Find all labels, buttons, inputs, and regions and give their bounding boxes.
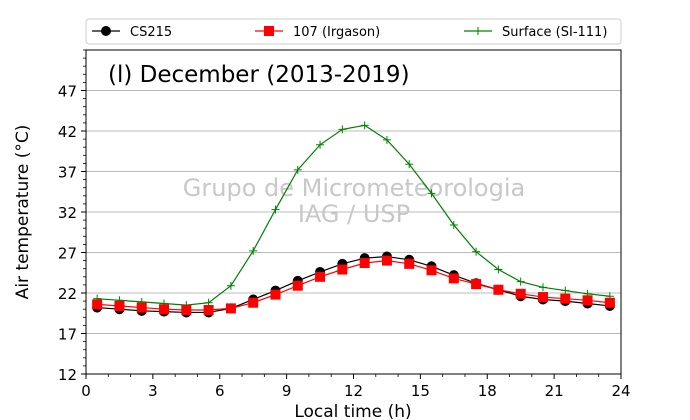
- y-tick-label-42: 42: [58, 123, 77, 141]
- axis-ticks: 12 17 22 27 32 37 42 47 0 3 6 9 12 15 18 21 24: [58, 49, 631, 400]
- point-surface-si-111-19: [516, 277, 525, 286]
- point-107-irgason-19: [515, 288, 526, 299]
- y-tick-label-22: 22: [58, 285, 77, 303]
- point-surface-si-111-16: [449, 220, 458, 229]
- x-tick-label-9: 9: [282, 382, 292, 400]
- point-107-irgason-5: [203, 305, 214, 316]
- legend-marker-cs215: [101, 26, 111, 36]
- point-107-irgason-11: [337, 264, 348, 275]
- grid-lines: [86, 90, 621, 334]
- point-surface-si-111-9: [293, 165, 302, 174]
- x-tick-label-18: 18: [478, 382, 497, 400]
- point-107-irgason-9: [292, 280, 303, 291]
- y-tick-label-47: 47: [58, 83, 77, 101]
- point-107-irgason-20: [537, 292, 548, 303]
- y-tick-label-12: 12: [58, 366, 77, 384]
- watermark-line-2: IAG / USP: [298, 200, 410, 228]
- point-107-irgason-8: [270, 289, 281, 300]
- point-surface-si-111-8: [271, 205, 280, 214]
- point-107-irgason-6: [225, 303, 236, 314]
- y-tick-label-17: 17: [58, 326, 77, 344]
- x-tick-label-6: 6: [215, 382, 225, 400]
- point-107-irgason-23: [604, 297, 615, 308]
- legend-box: [85, 18, 622, 45]
- point-107-irgason-21: [560, 293, 571, 304]
- legend-label-107-irgason: 107 (Irgason): [293, 25, 380, 40]
- point-107-irgason-3: [159, 304, 170, 315]
- plot-series: [92, 121, 615, 318]
- x-tick-label-24: 24: [611, 382, 630, 400]
- point-107-irgason-2: [136, 302, 147, 313]
- point-surface-si-111-6: [226, 281, 235, 290]
- y-axis-label: Air temperature (°C): [13, 125, 33, 300]
- point-surface-si-111-18: [494, 265, 503, 274]
- point-surface-si-111-11: [338, 125, 347, 134]
- point-107-irgason-1: [114, 300, 125, 311]
- x-tick-label-12: 12: [344, 382, 363, 400]
- point-107-irgason-16: [448, 273, 459, 284]
- chart-title: (l) December (2013-2019): [108, 62, 410, 88]
- point-107-irgason-0: [92, 299, 103, 310]
- point-107-irgason-18: [493, 284, 504, 295]
- legend-label-cs215: CS215: [130, 25, 172, 40]
- point-surface-si-111-17: [472, 247, 481, 256]
- point-surface-si-111-12: [360, 121, 369, 130]
- point-107-irgason-10: [315, 271, 326, 282]
- point-107-irgason-12: [359, 258, 370, 269]
- watermark: Grupo de Micrometeorologia IAG / USP: [183, 174, 525, 228]
- y-tick-label-32: 32: [58, 204, 77, 222]
- point-107-irgason-7: [248, 297, 259, 308]
- point-surface-si-111-20: [538, 283, 547, 292]
- legend-marker-107-irgason: [264, 26, 274, 36]
- y-tick-label-27: 27: [58, 245, 77, 263]
- legend-label-surface-si-111: Surface (SI-111): [502, 25, 607, 40]
- point-107-irgason-22: [582, 295, 593, 306]
- x-tick-label-0: 0: [81, 382, 91, 400]
- x-axis-label: Local time (h): [294, 402, 411, 420]
- point-107-irgason-17: [471, 279, 482, 290]
- x-tick-label-3: 3: [148, 382, 158, 400]
- legend: CS215 107 (Irgason) Surface (SI-111): [85, 18, 622, 45]
- point-surface-si-111-7: [249, 246, 258, 255]
- point-107-irgason-13: [381, 255, 392, 266]
- point-surface-si-111-10: [316, 140, 325, 149]
- point-surface-si-111-13: [382, 135, 391, 144]
- point-surface-si-111-21: [561, 286, 570, 295]
- y-tick-label-37: 37: [58, 164, 77, 182]
- x-tick-label-15: 15: [411, 382, 430, 400]
- legend-marker-surface-si-111: [474, 27, 482, 35]
- point-surface-si-111-14: [405, 160, 414, 169]
- watermark-line-1: Grupo de Micrometeorologia: [183, 174, 525, 202]
- point-107-irgason-4: [181, 305, 192, 316]
- point-107-irgason-15: [426, 265, 437, 276]
- point-surface-si-111-15: [427, 189, 436, 198]
- point-107-irgason-14: [404, 258, 415, 269]
- x-tick-label-21: 21: [545, 382, 564, 400]
